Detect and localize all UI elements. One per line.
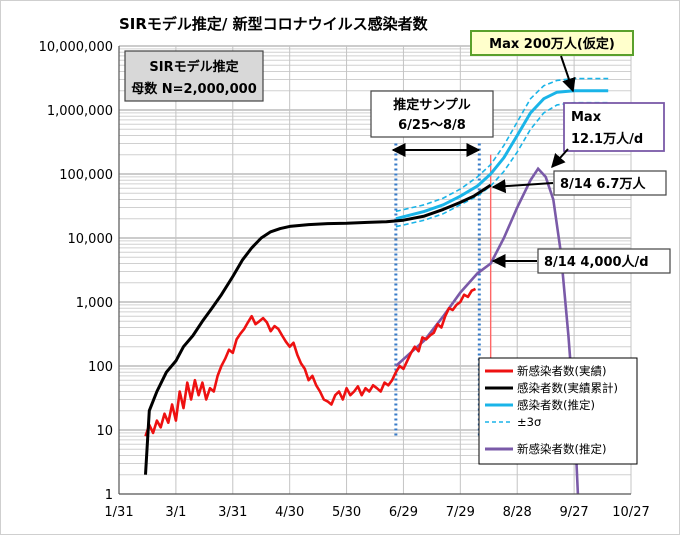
y-tick-label: 10 xyxy=(96,424,113,439)
legend-label-sigma: ±3σ xyxy=(517,415,541,429)
model-annotation-line-1: SIRモデル推定 xyxy=(149,59,238,75)
max-total-text: Max 200万人(仮定) xyxy=(489,36,615,52)
legend-label-cum-est: 感染者数(推定) xyxy=(517,398,595,412)
vertical-lines xyxy=(394,143,492,437)
max-daily-arrow xyxy=(551,148,569,169)
series-cum-est xyxy=(395,89,609,221)
model-annotation-line-2: 母数 N=2,000,000 xyxy=(131,81,257,97)
series-new-actual xyxy=(144,287,477,437)
legend-item-new-est: 新感染者数(推定) xyxy=(485,442,606,456)
y-tick-label: 10,000 xyxy=(68,232,114,247)
y-tick-labels: 1 10 100 1,000 10,000 100,000 1,000,000 10,000,… xyxy=(39,40,113,503)
max-daily-line-2: 12.1万人/d xyxy=(571,131,643,147)
daily-today-text: 8/14 4,000人/d xyxy=(544,254,649,270)
y-tick-label: 1 xyxy=(105,488,113,503)
y-tick-label: 100 xyxy=(88,360,113,375)
chart-title: SIRモデル推定/ 新型コロナウイルス感染者数 xyxy=(119,15,429,33)
model-annotation-box: SIRモデル推定 母数 N=2,000,000 xyxy=(124,50,264,102)
sample-annotation-box: 推定サンプル 6/25～8/8 xyxy=(370,90,494,138)
sample-annotation-line-2: 6/25～8/8 xyxy=(398,118,466,133)
cum-today-annotation: 8/14 6.7万人 xyxy=(553,170,667,196)
y-tick-label: 10,000,000 xyxy=(39,40,113,55)
legend-item-cum-est: 感染者数(推定) xyxy=(485,398,595,412)
max-daily-line-1: Max xyxy=(571,110,602,125)
series-sigma-lower xyxy=(395,101,609,228)
x-tick-label: 3/1 xyxy=(165,505,186,520)
cum-today-text: 8/14 6.7万人 xyxy=(560,176,646,192)
x-tick-label: 4/30 xyxy=(275,505,304,520)
axes xyxy=(118,46,631,495)
series-sigma-upper xyxy=(395,77,609,213)
max-total-arrow xyxy=(560,55,576,93)
daily-today-annotation: 8/14 4,000人/d xyxy=(537,248,671,274)
x-tick-label: 7/29 xyxy=(446,505,475,520)
x-tick-label: 10/27 xyxy=(612,505,649,520)
max-total-annotation: Max 200万人(仮定) xyxy=(470,30,634,56)
legend-label-new-actual: 新感染者数(実績) xyxy=(517,364,606,378)
x-tick-label: 5/30 xyxy=(332,505,361,520)
y-tick-label: 1,000,000 xyxy=(47,104,113,119)
x-tick-labels: 1/31 3/1 3/31 4/30 5/30 6/29 7/29 8/28 9/27 10/27 xyxy=(104,505,649,520)
legend-label-cum-actual: 感染者数(実績累計) xyxy=(517,381,618,395)
cum-today-arrow xyxy=(491,179,554,194)
max-daily-annotation: Max 12.1万人/d xyxy=(563,102,665,152)
series-cum-actual xyxy=(144,183,492,475)
legend: 新感染者数(実績) 感染者数(実績累計) 感染者数(推定) ±3σ 新感染者数(… xyxy=(478,357,638,465)
legend-label-new-est: 新感染者数(推定) xyxy=(517,442,606,456)
x-tick-label: 8/28 xyxy=(503,505,532,520)
x-tick-label: 1/31 xyxy=(104,505,133,520)
y-tick-label: 1,000 xyxy=(76,296,113,311)
x-tick-label: 6/29 xyxy=(389,505,418,520)
x-tick-label: 3/31 xyxy=(218,505,247,520)
legend-item-sigma: ±3σ xyxy=(485,415,541,429)
series-layer xyxy=(144,77,609,495)
legend-item-cum-actual: 感染者数(実績累計) xyxy=(485,381,618,395)
legend-item-new-actual: 新感染者数(実績) xyxy=(485,364,606,378)
y-tick-label: 100,000 xyxy=(59,168,113,183)
x-tick-label: 9/27 xyxy=(560,505,589,520)
series-new-est xyxy=(395,166,580,495)
sample-annotation-line-1: 推定サンプル xyxy=(393,97,471,113)
